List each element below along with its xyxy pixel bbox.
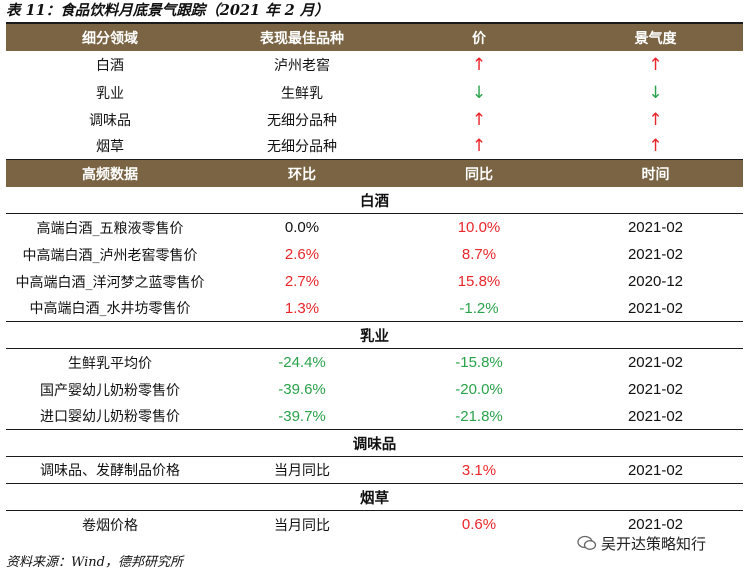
metric-label: 国产婴幼儿奶粉零售价 (40, 382, 180, 399)
header-cell: 表现最佳品种 (260, 30, 344, 47)
yoy-value: 3.1% (461, 461, 497, 479)
metric-label: 高端白酒_五粮液零售价 (36, 220, 184, 237)
best-variety: 泸州老窖 (274, 58, 330, 74)
time-value: 2021-02 (627, 246, 684, 263)
section-title: 乳业 (360, 327, 389, 345)
best-variety: 生鲜乳 (281, 85, 323, 102)
up-arrow-icon: ↑ (471, 109, 487, 130)
time-value: 2021-02 (627, 354, 684, 371)
header-cell: 环比 (288, 166, 316, 183)
metric-label: 调味品、发酵制品价格 (40, 463, 180, 479)
top-rule (6, 22, 743, 24)
mom-value: 1.3% (284, 299, 320, 317)
up-arrow-icon: ↑ (648, 136, 663, 156)
mom-value: 0.0% (284, 219, 320, 236)
time-value: 2021-02 (627, 381, 684, 398)
mom-value: 2.6% (284, 246, 320, 263)
sector-row: 调味品 无细分品种 ↑ ↑ (6, 106, 743, 133)
mom-value: 当月同比 (274, 517, 330, 534)
wechat-icon (577, 535, 597, 550)
up-arrow-icon: ↑ (471, 136, 487, 156)
mom-value: -39.6% (278, 381, 326, 398)
table-row: 高端白酒_五粮液零售价 0.0% 10.0% 2021-02 (6, 214, 743, 241)
mom-value: -39.7% (278, 407, 326, 425)
time-value: 2020-12 (627, 273, 684, 290)
table-row: 进口婴幼儿奶粉零售价 -39.7% -21.8% 2021-02 (6, 403, 743, 430)
header-cell: 时间 (641, 166, 670, 183)
up-arrow-icon: ↑ (471, 55, 487, 75)
sector-name: 调味品 (89, 112, 131, 129)
yoy-value: 15.8% (457, 273, 501, 290)
table-row: 卷烟价格 当月同比 0.6% 2021-02 (6, 511, 743, 538)
yoy-value: -15.8% (455, 354, 503, 371)
down-arrow-icon: ↓ (648, 82, 663, 103)
table-row: 中高端白酒_泸州老窖零售价 2.6% 8.7% 2021-02 (6, 241, 743, 268)
time-value: 2021-02 (627, 219, 684, 236)
section-title: 烟草 (360, 489, 389, 507)
section-heading: 烟草 (6, 484, 743, 511)
section-title: 调味品 (352, 435, 397, 453)
sector-row: 白酒 泸州老窖 ↑ ↑ (6, 51, 743, 79)
up-arrow-icon: ↑ (648, 55, 663, 75)
yoy-value: 8.7% (461, 246, 497, 263)
watermark: 吴开达策略知行 (577, 532, 706, 554)
header-cell: 细分领域 (82, 30, 138, 47)
time-value: 2021-02 (627, 407, 684, 425)
table-row: 调味品、发酵制品价格 当月同比 3.1% 2021-02 (6, 457, 743, 484)
data-table: 细分领域 表现最佳品种价景气度 白酒 泸州老窖 ↑ ↑ 乳业 生鲜乳 ↓ ↓ 调味品 无细分品种 ↑ ↑ 烟… (6, 24, 743, 538)
hf-header-row: 高频数据 环比 同比 时间 (6, 160, 743, 187)
table-row: 中高端白酒_水井坊零售价 1.3% -1.2% 2021-02 (6, 295, 743, 322)
section-heading: 白酒 (6, 187, 743, 214)
time-value: 2021-02 (627, 299, 684, 317)
time-value: 2021-02 (627, 516, 684, 533)
metric-label: 中高端白酒_洋河梦之蓝零售价 (15, 274, 205, 291)
section-heading: 调味品 (6, 430, 743, 457)
metric-label: 生鲜乳平均价 (68, 355, 152, 372)
time-value: 2021-02 (627, 461, 684, 479)
metric-label: 中高端白酒_泸州老窖零售价 (22, 247, 198, 264)
best-variety: 无细分品种 (267, 112, 337, 129)
metric-label: 中高端白酒_水井坊零售价 (29, 301, 191, 317)
header-cell: 价 (472, 30, 486, 47)
sector-name: 烟草 (96, 139, 124, 155)
yoy-value: -21.8% (455, 407, 503, 425)
source-note: 资料来源：Wind，德邦研究所 (6, 555, 183, 570)
mom-value: 2.7% (284, 273, 320, 290)
yoy-value: -20.0% (455, 381, 503, 398)
yoy-value: 0.6% (461, 516, 497, 533)
sector-row: 乳业 生鲜乳 ↓ ↓ (6, 79, 743, 106)
sector-name: 白酒 (96, 58, 124, 74)
header-cell: 景气度 (634, 30, 677, 47)
section-heading: 乳业 (6, 322, 743, 349)
header-cell: 同比 (465, 166, 493, 183)
mom-value: 当月同比 (274, 463, 330, 479)
watermark-text: 吴开达策略知行 (601, 534, 707, 553)
section-title: 白酒 (360, 192, 389, 210)
header-cell: 高频数据 (82, 166, 138, 183)
down-arrow-icon: ↓ (471, 82, 487, 103)
top-header-row: 细分领域 表现最佳品种 价 景气度 (6, 24, 743, 51)
best-variety: 无细分品种 (267, 139, 337, 155)
yoy-value: -1.2% (459, 299, 499, 317)
table-row: 国产婴幼儿奶粉零售价 -39.6% -20.0% 2021-02 (6, 376, 743, 403)
up-arrow-icon: ↑ (648, 109, 663, 130)
metric-label: 进口婴幼儿奶粉零售价 (40, 409, 180, 425)
sector-row: 烟草 无细分品种 ↑ ↑ (6, 133, 743, 160)
table-row: 生鲜乳平均价 -24.4% -15.8% 2021-02 (6, 349, 743, 376)
table-title: 表 11：食品饮料月底景气跟踪（2021 年 2 月） (6, 2, 329, 19)
yoy-value: 10.0% (457, 219, 501, 236)
metric-label: 卷烟价格 (82, 517, 138, 534)
mom-value: -24.4% (278, 354, 326, 371)
table-row: 中高端白酒_洋河梦之蓝零售价 2.7% 15.8% 2020-12 (6, 268, 743, 295)
sector-name: 乳业 (96, 85, 124, 102)
